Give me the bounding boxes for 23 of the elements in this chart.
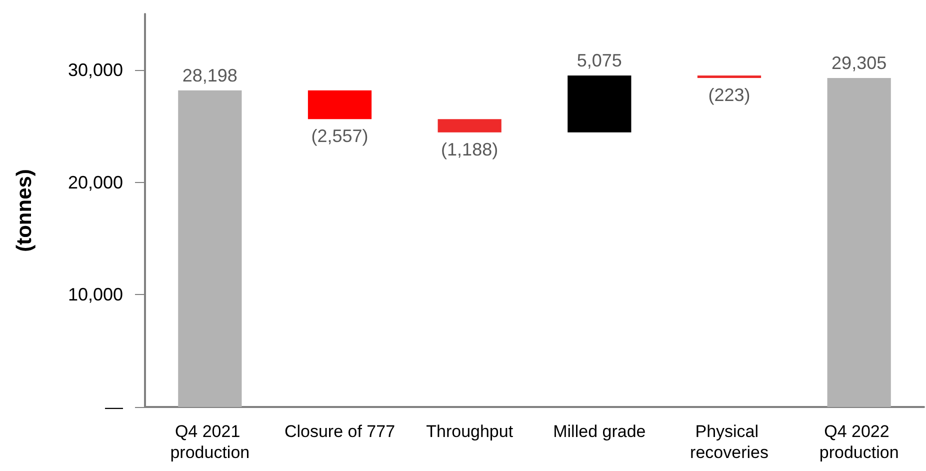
data-label: (1,188) — [441, 139, 498, 160]
bar — [697, 75, 762, 78]
x-tick-label: Throughput — [426, 422, 514, 441]
data-label: 29,305 — [832, 52, 887, 73]
data-label: 5,075 — [576, 50, 622, 70]
bar — [308, 90, 372, 120]
data-label: 28,198 — [182, 65, 238, 86]
y-axis-title: (tonnes) — [13, 169, 36, 252]
data-label: (223) — [708, 84, 750, 105]
bar — [827, 78, 891, 407]
bar — [178, 90, 242, 407]
x-tick-label: Physical recoveries — [690, 422, 768, 462]
bar — [438, 119, 502, 132]
x-tick-label: Closure of 777 — [284, 422, 396, 441]
bar — [568, 75, 632, 132]
data-label: (2,557) — [311, 126, 368, 146]
y-tick-label: 20,000 — [68, 172, 123, 192]
x-tick-label: Q4 2022 production — [819, 422, 899, 462]
x-tick-label: Q4 2021 production — [170, 422, 250, 462]
x-tick-label: Milled grade — [553, 422, 646, 441]
y-tick-label: — — [105, 397, 123, 417]
y-tick-label: 30,000 — [68, 60, 123, 80]
y-tick-label: 10,000 — [68, 284, 123, 305]
